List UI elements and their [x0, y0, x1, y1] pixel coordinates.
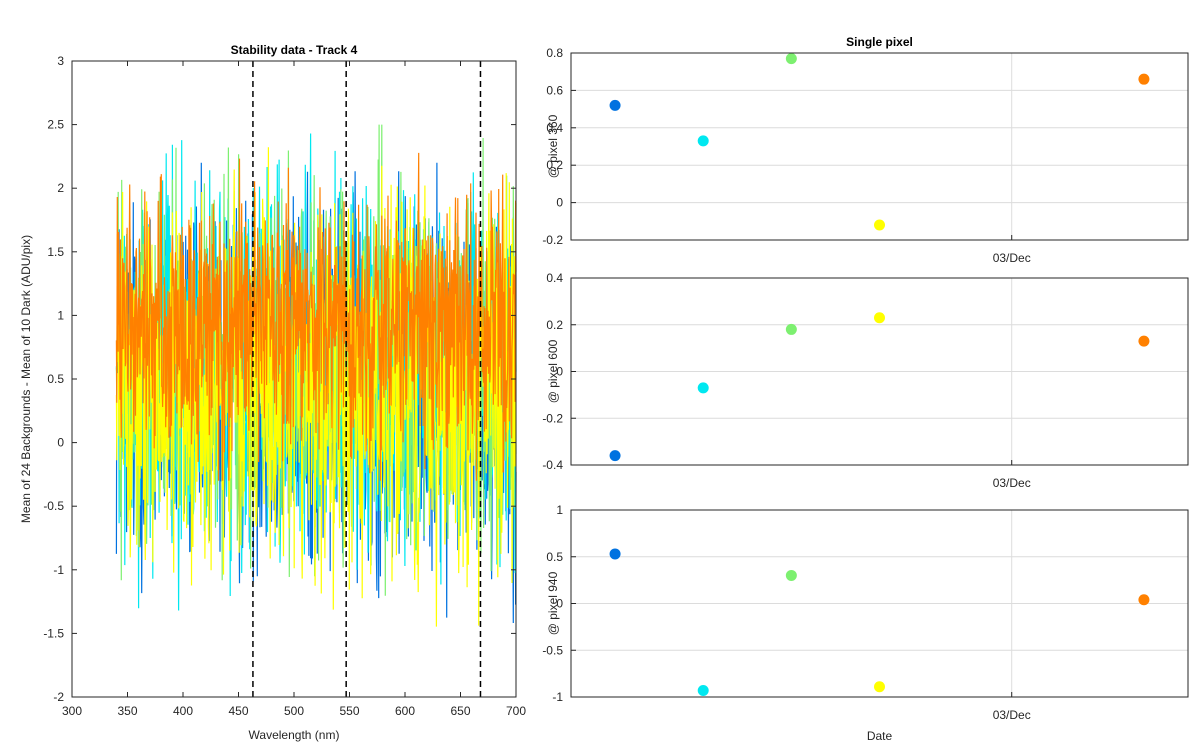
- data-point-2: [697, 684, 709, 696]
- spectrum-y-ticks: -2 -1.5 -1 -0.5 0 0.5 1 1.5 2 2.5 3: [43, 54, 516, 704]
- data-point-2: [697, 135, 709, 147]
- data-point-3: [785, 569, 797, 581]
- y-tick-label: -0.2: [542, 411, 563, 425]
- x-tick-label: 650: [450, 704, 470, 718]
- pixel-600-x-ticks: 03/Dec: [993, 460, 1031, 490]
- y-tick-label: -0.2: [542, 233, 563, 247]
- y-tick-label: 0: [57, 436, 64, 450]
- pixel-940-points: [609, 548, 1150, 696]
- y-tick-label: 0.5: [47, 372, 64, 386]
- spectrum-series-5: [115, 152, 517, 481]
- data-point-5: [1138, 594, 1150, 606]
- y-tick-label: -1: [552, 690, 563, 704]
- date-tick-label: 03/Dec: [993, 251, 1031, 265]
- y-tick-label: -2: [53, 690, 64, 704]
- x-tick-label: 700: [506, 704, 526, 718]
- pixel-360-axes-frame: [570, 52, 1189, 241]
- y-tick-label: 0.4: [546, 271, 563, 285]
- pixel-360-y-ticks: -0.2 0 0.2 0.4 0.6 0.8: [542, 46, 576, 247]
- date-tick-label: 03/Dec: [993, 708, 1031, 722]
- y-tick-label: -0.5: [542, 643, 563, 657]
- pixel-360-grid: [571, 52, 1188, 241]
- pixel-600-y-label: @ pixel 600: [546, 339, 560, 403]
- y-tick-label: 2: [57, 181, 64, 195]
- y-tick-label: 0.6: [546, 83, 563, 97]
- pixel-940-chart: 03/Dec -1 -0.5 0 0.5 1 Date @ pixel 940: [542, 503, 1189, 743]
- y-tick-label: 1: [556, 503, 563, 517]
- y-tick-label: -1: [53, 563, 64, 577]
- y-tick-label: -0.5: [43, 499, 64, 513]
- pixel-940-x-label: Date: [867, 729, 893, 743]
- date-tick-label: 03/Dec: [993, 476, 1031, 490]
- x-tick-label: 350: [117, 704, 137, 718]
- data-point-4: [874, 681, 885, 693]
- pixel-600-chart: 03/Dec -0.4 -0.2 0 0.2 0.4 @ pixel 600: [542, 271, 1189, 490]
- x-tick-label: 500: [284, 704, 304, 718]
- spectrum-title: Stability data - Track 4: [231, 43, 358, 57]
- data-point-1: [609, 548, 621, 560]
- spectrum-chart: 300 350 400 450 500 550 600 650 700 -2 -1.5 -1 -0.5…: [19, 43, 526, 742]
- x-tick-label: 550: [339, 704, 359, 718]
- y-tick-label: 0: [556, 597, 563, 611]
- pixel-600-y-ticks: -0.4 -0.2 0 0.2 0.4: [542, 271, 576, 472]
- y-tick-label: 0.2: [546, 318, 563, 332]
- pixel-360-y-label: @ pixel 360: [546, 114, 560, 178]
- y-tick-label: 2.5: [47, 118, 64, 132]
- pixel-940-x-ticks: 03/Dec: [993, 692, 1031, 722]
- data-point-4: [874, 219, 885, 231]
- x-tick-label: 600: [395, 704, 415, 718]
- data-point-2: [697, 382, 709, 394]
- y-tick-label: 1.5: [47, 245, 64, 259]
- y-tick-label: 0.8: [546, 46, 563, 60]
- pixel-940-y-ticks: -1 -0.5 0 0.5 1: [542, 503, 576, 704]
- pixel-600-grid: [571, 277, 1188, 466]
- y-tick-label: 0: [556, 196, 563, 210]
- single-pixel-title: Single pixel: [846, 35, 913, 49]
- y-tick-label: 0.4: [546, 121, 563, 135]
- x-tick-label: 450: [228, 704, 248, 718]
- y-tick-label: 0.5: [546, 550, 563, 564]
- x-tick-label: 300: [62, 704, 82, 718]
- pixel-940-grid: [571, 509, 1188, 698]
- y-tick-label: 1: [57, 308, 64, 322]
- y-tick-label: -0.4: [542, 458, 563, 472]
- y-tick-label: 0: [556, 365, 563, 379]
- spectrum-x-ticks: 300 350 400 450 500 550 600 650 700: [62, 61, 526, 718]
- data-point-1: [609, 450, 621, 462]
- data-point-3: [785, 53, 797, 65]
- pixel-940-y-label: @ pixel 940: [546, 571, 560, 635]
- spectrum-traces: [115, 124, 517, 627]
- y-tick-label: -1.5: [43, 626, 64, 640]
- x-tick-label: 400: [173, 704, 193, 718]
- data-point-5: [1138, 73, 1150, 85]
- data-point-5: [1138, 335, 1150, 347]
- pixel-600-points: [609, 312, 1150, 462]
- data-point-4: [874, 312, 885, 324]
- spectrum-y-label: Mean of 24 Backgrounds - Mean of 10 Dark…: [19, 235, 33, 523]
- data-point-1: [609, 99, 621, 111]
- pixel-360-points: [609, 53, 1150, 231]
- y-tick-label: 0.2: [546, 158, 563, 172]
- spectrum-x-label: Wavelength (nm): [249, 728, 340, 742]
- y-tick-label: 3: [57, 54, 64, 68]
- reference-lines: [252, 61, 482, 697]
- pixel-360-x-ticks: 03/Dec: [993, 235, 1031, 265]
- data-point-3: [785, 323, 797, 335]
- pixel-360-chart: 03/Dec -0.2 0 0.2 0.4 0.6 0.8 Single pixel @ …: [542, 35, 1189, 265]
